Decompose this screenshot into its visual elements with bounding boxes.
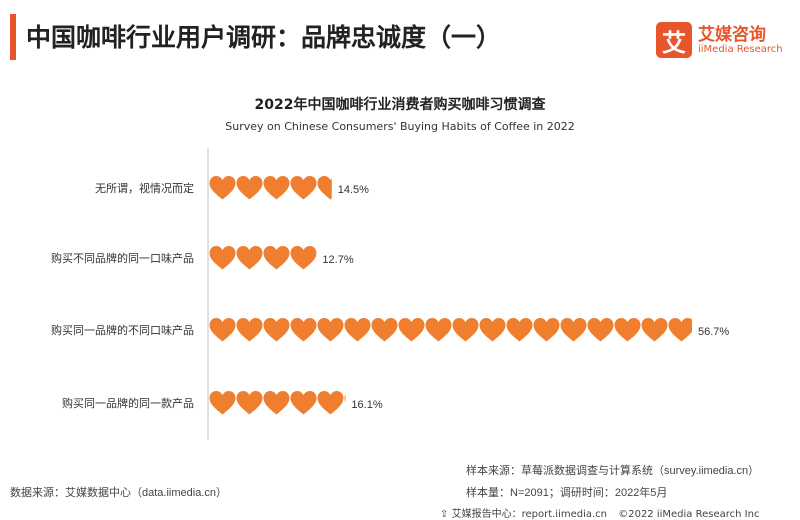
heart-icon	[533, 318, 560, 342]
chart-title: 2022年中国咖啡行业消费者购买咖啡习惯调查	[254, 97, 546, 113]
sample-size: 样本量：N=2091；调研时间：2022年5月	[466, 487, 668, 499]
heart-icon	[317, 391, 344, 415]
heart-icon	[452, 318, 479, 342]
page-title: 中国咖啡行业用户调研：品牌忠诚度（一）	[26, 23, 502, 52]
bar-1	[209, 176, 332, 200]
category-label: 购买同一品牌的同一款产品	[62, 396, 194, 410]
logo-name-en: iiMedia Research	[698, 44, 783, 55]
heart-icon	[209, 176, 236, 200]
heart-icon	[290, 176, 317, 200]
heart-icon	[371, 318, 398, 342]
heart-icon	[560, 318, 587, 342]
logo-name-cn: 艾媒咨询	[698, 25, 766, 45]
pictogram-bar-chart: 无所谓，视情况而定 14.5% 购买不同品牌的同一口味产品 12.7% 购买同一品牌的不…	[51, 148, 729, 440]
bar-3	[209, 318, 692, 342]
heart-icon	[263, 391, 290, 415]
logo-mark: 艾	[656, 22, 692, 58]
heart-icon	[290, 318, 317, 342]
category-label: 购买不同品牌的同一口味产品	[51, 251, 194, 265]
heart-icon	[236, 318, 263, 342]
heart-icon	[317, 318, 344, 342]
heart-icon	[290, 391, 317, 415]
footer-line: ⇪ 艾媒报告中心：report.iimedia.cn ©2022 iiMedia…	[440, 505, 759, 520]
heart-icon	[425, 318, 452, 342]
bar-4	[209, 391, 346, 415]
heart-icon	[317, 176, 332, 200]
heart-icon	[479, 318, 506, 342]
heart-icon	[236, 246, 263, 270]
heart-icon	[209, 246, 236, 270]
value-label: 12.7%	[322, 254, 353, 266]
heart-icon	[290, 246, 317, 270]
heart-icon	[209, 318, 236, 342]
heart-icon	[344, 394, 346, 402]
report-center: 艾媒报告中心：report.iimedia.cn	[451, 509, 608, 520]
title-accent-bar	[10, 14, 16, 60]
copyright: ©2022 iiMedia Research Inc	[618, 509, 760, 520]
heart-icon	[506, 318, 533, 342]
heart-icon	[263, 176, 290, 200]
category-label: 无所谓，视情况而定	[95, 181, 194, 195]
heart-icon	[236, 176, 263, 200]
value-label: 56.7%	[698, 326, 729, 338]
heart-icon	[209, 391, 236, 415]
heart-icon	[641, 318, 668, 342]
heart-icon	[668, 318, 692, 342]
bar-2	[209, 246, 317, 270]
heart-icon	[236, 391, 263, 415]
chart-subtitle: Survey on Chinese Consumers' Buying Habi…	[225, 120, 575, 133]
heart-icon	[614, 318, 641, 342]
value-label: 14.5%	[338, 184, 369, 196]
heart-icon	[263, 246, 290, 270]
iimedia-logo: 艾 艾媒咨询 iiMedia Research	[656, 22, 796, 62]
heart-icon	[587, 318, 614, 342]
upload-icon: ⇪	[440, 509, 449, 520]
sample-source: 样本来源：草莓派数据调查与计算系统（survey.iimedia.cn）	[466, 465, 760, 477]
value-label: 16.1%	[351, 399, 382, 411]
data-source: 数据来源：艾媒数据中心（data.iimedia.cn）	[10, 487, 227, 499]
category-label: 购买同一品牌的不同口味产品	[51, 323, 194, 337]
heart-icon	[344, 318, 371, 342]
heart-icon	[398, 318, 425, 342]
heart-icon	[263, 318, 290, 342]
